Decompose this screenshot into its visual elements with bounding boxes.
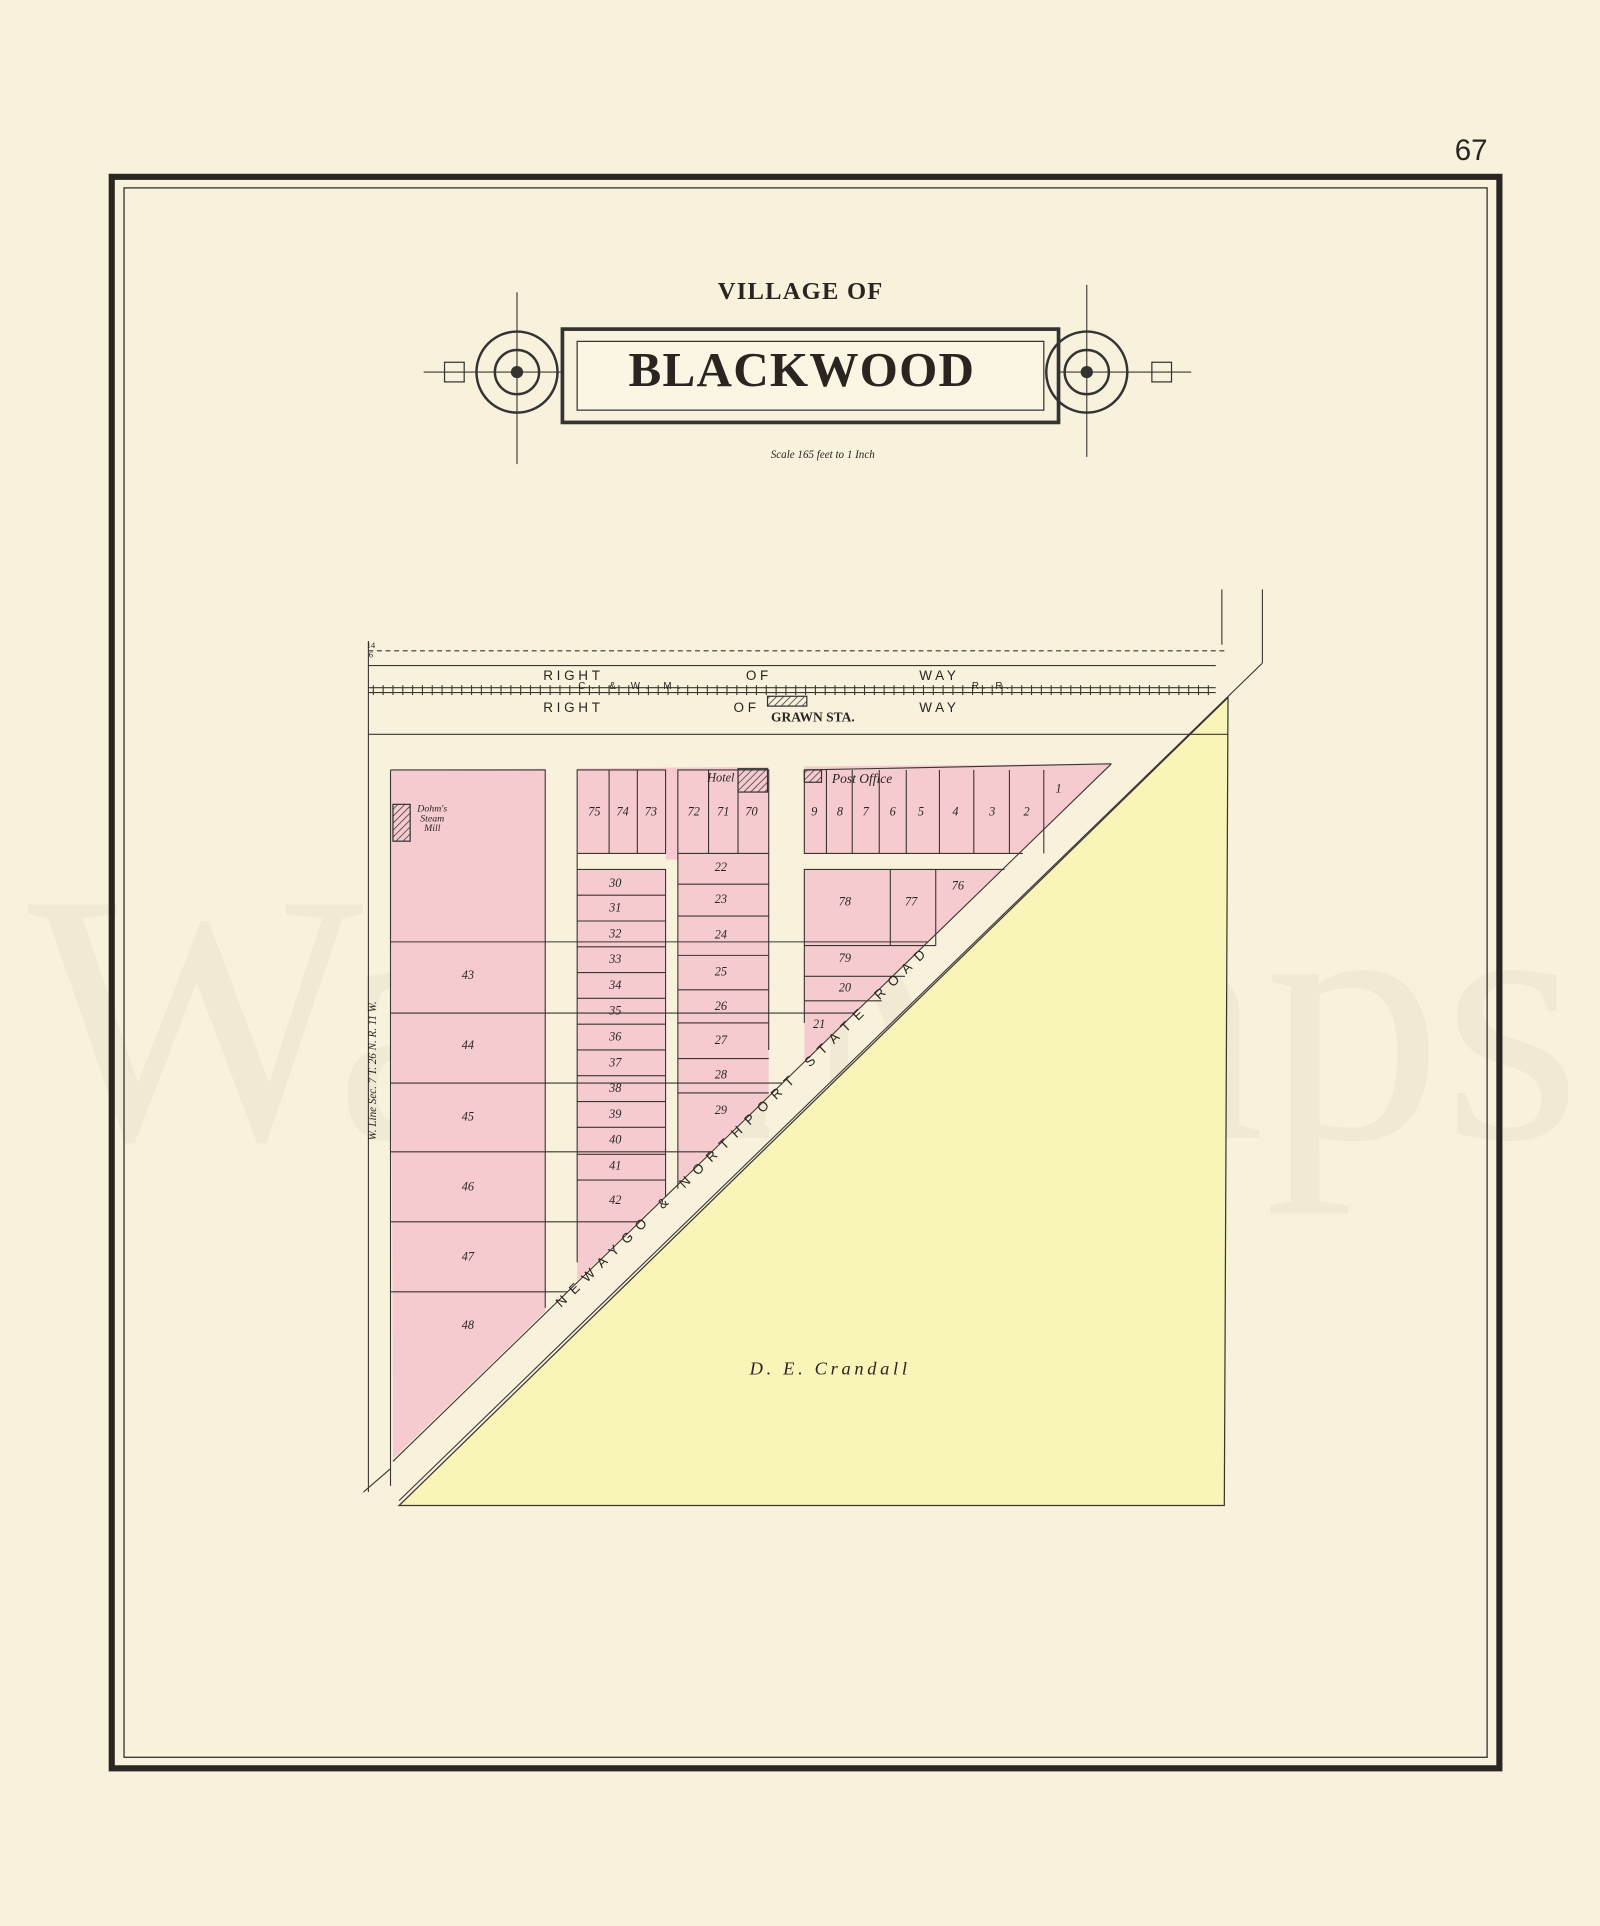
title-name: BLACKWOOD <box>629 342 976 397</box>
lot-number: 2 <box>1024 805 1030 819</box>
lot-number: 6 <box>890 805 897 819</box>
outer-border <box>108 173 1503 1772</box>
scale-note: Scale 165 feet to 1 Inch <box>771 449 875 461</box>
station-building <box>766 695 808 707</box>
lot-number: 75 <box>588 805 600 819</box>
lot-number: 23 <box>715 892 727 906</box>
mill-label: Steam <box>420 813 444 824</box>
map-lines <box>363 589 1263 1502</box>
lot-number: 31 <box>608 901 621 915</box>
lot-number: 8 <box>837 805 843 819</box>
lot-number: 25 <box>715 964 727 978</box>
corner-mark: 6 <box>369 650 374 660</box>
lot-number: 76 <box>952 878 965 892</box>
lot-number: 7 <box>863 805 870 819</box>
section-line-label: W. Line Sec. 7 T. 26 N. R. 11 W. <box>367 1001 379 1140</box>
map-sheet: WardMaps 67 VILLAGE OF BLACKWOOD Scale 1… <box>27 134 1581 1772</box>
row-label: WAY <box>919 668 959 683</box>
lot-number: 24 <box>715 928 727 942</box>
lot-number: 35 <box>608 1004 621 1018</box>
station-label: GRAWN STA. <box>771 709 855 724</box>
lot-number: 41 <box>609 1158 621 1172</box>
lot-number: 34 <box>608 978 621 992</box>
lot-number: 71 <box>717 805 729 819</box>
lot-number: 28 <box>715 1068 727 1082</box>
page-number: 67 <box>1455 134 1488 167</box>
lot-number: 36 <box>608 1029 622 1043</box>
title-prefix: VILLAGE OF <box>718 278 884 305</box>
hotel-label: Hotel <box>706 770 735 784</box>
mill-label: Dohm's <box>416 804 447 815</box>
row-label: RIGHT <box>543 700 603 715</box>
lot-number: 32 <box>608 926 621 940</box>
crandall-land <box>397 696 1229 1507</box>
lot-number: 45 <box>462 1109 474 1123</box>
lot-number: 22 <box>715 860 727 874</box>
lot-number: 47 <box>462 1249 475 1263</box>
lot-number: 78 <box>839 894 851 908</box>
cartouche <box>423 284 1192 465</box>
lot-number: 4 <box>952 805 958 819</box>
lot-number: 29 <box>715 1103 727 1117</box>
railroad-label: R. R. <box>972 681 1013 692</box>
lot-number: 44 <box>462 1038 474 1052</box>
lot-number: 26 <box>715 999 728 1013</box>
lot-number: 70 <box>745 805 757 819</box>
inner-border <box>123 187 1488 1758</box>
lot-number: 46 <box>462 1179 475 1193</box>
lot-number: 38 <box>608 1081 621 1095</box>
lot-number: 42 <box>609 1193 621 1207</box>
lot-number: 5 <box>918 805 924 819</box>
lot-number: 21 <box>813 1017 825 1031</box>
lot-number: 1 <box>1055 781 1061 795</box>
lot-number: 72 <box>688 805 700 819</box>
lot-number: 40 <box>609 1133 621 1147</box>
lot-number: 30 <box>608 876 621 890</box>
mill-label: Mill <box>423 823 441 834</box>
row-label: OF <box>746 668 772 683</box>
lot-number: 77 <box>905 894 918 908</box>
post-office-label: Post Office <box>831 771 892 786</box>
hotel-building <box>737 768 769 793</box>
lot-number: 43 <box>462 968 474 982</box>
lot-number: 79 <box>839 951 851 965</box>
lot-number: 74 <box>616 805 628 819</box>
lot-number: 20 <box>839 980 851 994</box>
railroad-label: C. & W. M. <box>578 681 686 692</box>
mill-building <box>392 803 411 842</box>
row-label: RIGHT <box>543 668 603 683</box>
lot-number: 39 <box>608 1107 621 1121</box>
lot-number: 33 <box>608 952 621 966</box>
lot-number: 9 <box>811 805 817 819</box>
lot-number: 48 <box>462 1318 474 1332</box>
post-office-building <box>803 769 823 783</box>
owner-label: D. E. Crandall <box>749 1359 911 1379</box>
row-label: WAY <box>919 700 959 715</box>
row-label: OF <box>734 700 760 715</box>
lot-number: 73 <box>645 805 657 819</box>
corner-mark: 14 <box>367 640 376 650</box>
lot-number: 3 <box>988 805 995 819</box>
lot-number: 37 <box>608 1055 622 1069</box>
lot-number: 27 <box>715 1033 728 1047</box>
